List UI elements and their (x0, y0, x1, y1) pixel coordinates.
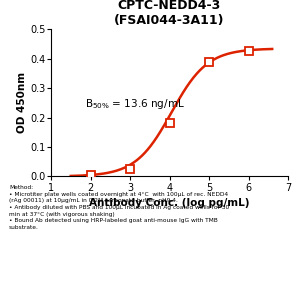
Text: Method:
• Microtiter plate wells coated overnight at 4°C  with 100μL of rec. NED: Method: • Microtiter plate wells coated … (9, 185, 229, 230)
Y-axis label: OD 450nm: OD 450nm (17, 72, 27, 133)
Title: CPTC-NEDD4-3
(FSAI044-3A11): CPTC-NEDD4-3 (FSAI044-3A11) (114, 0, 225, 27)
X-axis label: Antibody Conc. (log pg/mL): Antibody Conc. (log pg/mL) (89, 198, 250, 208)
Text: B$_{50\%}$ = 13.6 ng/mL: B$_{50\%}$ = 13.6 ng/mL (85, 97, 184, 111)
